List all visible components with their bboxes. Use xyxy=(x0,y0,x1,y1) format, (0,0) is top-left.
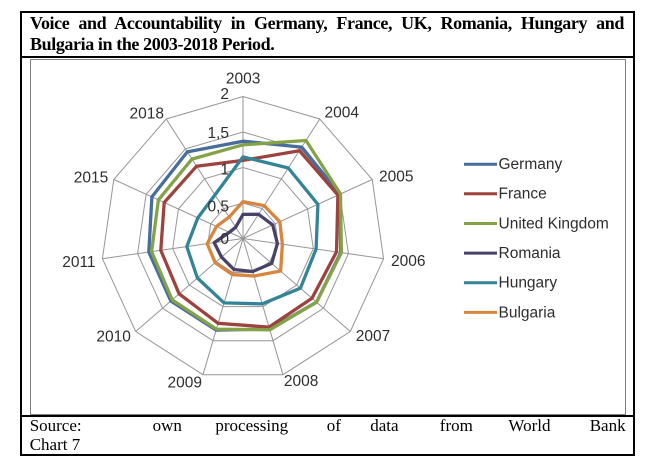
svg-text:2018: 2018 xyxy=(129,105,163,122)
svg-text:2006: 2006 xyxy=(391,253,425,270)
svg-text:2009: 2009 xyxy=(167,375,201,392)
svg-text:Hungary: Hungary xyxy=(499,275,558,292)
svg-text:Germany: Germany xyxy=(499,156,563,173)
svg-text:2008: 2008 xyxy=(284,373,318,390)
svg-text:Bulgaria: Bulgaria xyxy=(499,304,556,321)
svg-text:United Kingdom: United Kingdom xyxy=(499,215,609,232)
svg-text:2010: 2010 xyxy=(96,328,131,345)
svg-text:1: 1 xyxy=(220,162,229,179)
svg-text:2005: 2005 xyxy=(379,169,413,186)
svg-text:France: France xyxy=(499,186,547,203)
svg-text:0,5: 0,5 xyxy=(207,199,229,216)
svg-text:2011: 2011 xyxy=(62,254,95,271)
svg-text:2015: 2015 xyxy=(74,169,108,186)
svg-text:2007: 2007 xyxy=(356,328,390,345)
svg-text:0: 0 xyxy=(220,231,229,248)
svg-text:2: 2 xyxy=(220,86,229,103)
svg-text:2003: 2003 xyxy=(226,70,260,87)
svg-text:Romania: Romania xyxy=(499,245,561,262)
svg-text:2004: 2004 xyxy=(324,105,359,122)
svg-text:1,5: 1,5 xyxy=(207,125,229,142)
